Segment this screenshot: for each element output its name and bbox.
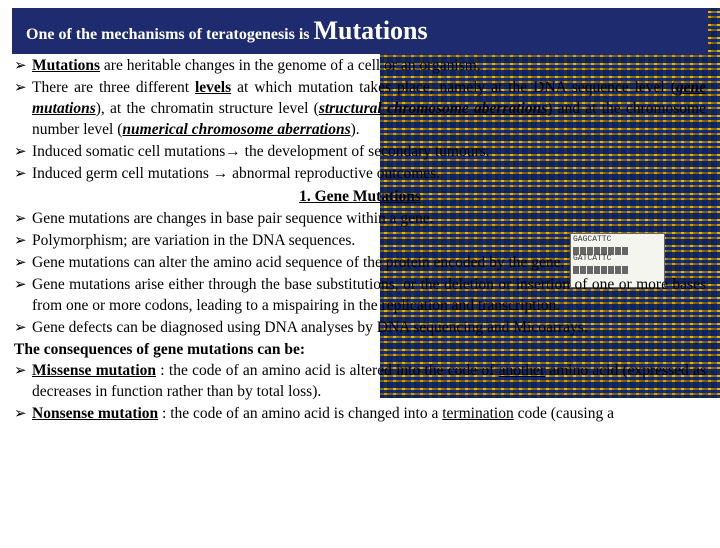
bullet-marker-icon: ➢ [14, 275, 32, 295]
bullet-marker-icon: ➢ [14, 142, 32, 162]
bullet-item: ➢ Induced germ cell mutations → abnormal… [14, 164, 706, 185]
bullet-text: Gene defects can be diagnosed using DNA … [32, 318, 706, 339]
bullet-marker-icon: ➢ [14, 361, 32, 381]
bullet-item: ➢ Induced somatic cell mutations→ the de… [14, 142, 706, 163]
bullet-text: Polymorphism; are variation in the DNA s… [32, 231, 706, 252]
bullet-marker-icon: ➢ [14, 404, 32, 424]
bullet-item: ➢ There are three different levels at wh… [14, 78, 706, 141]
bullet-item: ➢ Polymorphism; are variation in the DNA… [14, 231, 706, 252]
bullet-marker-icon: ➢ [14, 164, 32, 184]
bullet-marker-icon: ➢ [14, 78, 32, 98]
bullet-item: ➢ Nonsense mutation : the code of an ami… [14, 404, 706, 425]
bullet-text: Gene mutations arise either through the … [32, 275, 706, 317]
bullet-marker-icon: ➢ [14, 209, 32, 229]
bullet-marker-icon: ➢ [14, 231, 32, 251]
bullet-text: Gene mutations are changes in base pair … [32, 209, 706, 230]
banner-lead-text: One of the mechanisms of teratogenesis i… [26, 26, 314, 43]
bullet-item: ➢ Missense mutation : the code of an ami… [14, 361, 706, 403]
bullet-item: ➢ Gene mutations arise either through th… [14, 275, 706, 317]
bullet-text: Nonsense mutation : the code of an amino… [32, 404, 706, 425]
bullet-text: There are three different levels at whic… [32, 78, 706, 141]
bullet-text: Induced somatic cell mutations→ the deve… [32, 142, 706, 163]
title-banner: One of the mechanisms of teratogenesis i… [12, 8, 708, 54]
bullet-text: Induced germ cell mutations → abnormal r… [32, 164, 706, 185]
consequences-heading: The consequences of gene mutations can b… [14, 340, 706, 361]
bullet-item: ➢ Gene defects can be diagnosed using DN… [14, 318, 706, 339]
bullet-item: ➢ Mutations are heritable changes in the… [14, 56, 706, 77]
banner-main-text: Mutations [314, 16, 428, 45]
slide-content: ➢ Mutations are heritable changes in the… [0, 56, 720, 425]
bullet-item: ➢ Gene mutations are changes in base pai… [14, 209, 706, 230]
bullet-text: Gene mutations can alter the amino acid … [32, 253, 706, 274]
bullet-marker-icon: ➢ [14, 56, 32, 76]
bullet-text: Missense mutation : the code of an amino… [32, 361, 706, 403]
bullet-marker-icon: ➢ [14, 318, 32, 338]
bullet-text: Mutations are heritable changes in the g… [32, 56, 706, 77]
bullet-marker-icon: ➢ [14, 253, 32, 273]
section-heading: 1. Gene Mutations [14, 187, 706, 208]
bullet-item: ➢ Gene mutations can alter the amino aci… [14, 253, 706, 274]
